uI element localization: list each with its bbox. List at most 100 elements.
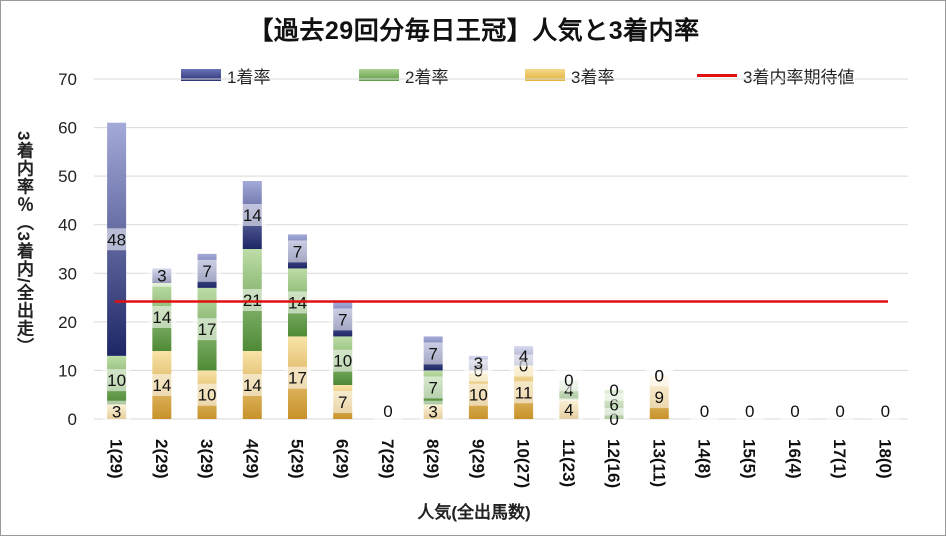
y-tick-label: 30 [58, 264, 77, 283]
data-label: 7 [202, 262, 211, 281]
data-label-bg [102, 228, 131, 251]
data-label-bg [328, 349, 357, 372]
x-tick-label: 5(29) [288, 439, 307, 479]
data-label: 14 [288, 293, 307, 312]
data-label-bg [419, 376, 448, 399]
x-tick-label: 6(29) [333, 439, 352, 479]
data-label: 14 [152, 308, 171, 327]
data-label-bg [283, 366, 312, 389]
x-tick-label: 17(1) [830, 439, 849, 479]
y-axis-label: 3着内率％（3着内/全出走） [14, 131, 33, 356]
x-tick-label: 4(29) [242, 439, 261, 479]
data-label: 3 [112, 403, 121, 422]
data-label-bg [645, 364, 674, 387]
y-tick-label: 0 [68, 410, 77, 429]
data-label: 0 [655, 366, 664, 385]
x-tick-label: 12(16) [604, 439, 623, 488]
y-tick-label: 40 [58, 216, 77, 235]
data-label-bg [147, 264, 176, 287]
y-tick-label: 70 [58, 70, 77, 89]
data-label-bg [600, 378, 629, 401]
data-label: 0 [609, 381, 618, 400]
data-label: 7 [293, 242, 302, 261]
data-label-bg [147, 374, 176, 396]
data-label: 0 [564, 371, 573, 390]
data-label-bg [780, 400, 809, 422]
data-label: 0 [835, 402, 844, 421]
data-label: 0 [745, 402, 754, 421]
data-label: 10 [198, 386, 217, 405]
data-label-bg [238, 374, 267, 396]
data-label-bg [373, 400, 402, 422]
legend-swatch-win-rate [181, 69, 221, 81]
data-label: 4 [519, 347, 528, 366]
data-label-bg [283, 240, 312, 263]
data-label-bg [419, 400, 448, 423]
data-label-bg [554, 398, 583, 421]
data-label-bg [193, 383, 222, 406]
x-tick-label: 1(29) [107, 439, 126, 479]
data-label: 48 [107, 230, 126, 249]
data-label: 4 [564, 400, 573, 419]
data-label: 14 [243, 376, 262, 395]
legend-label-second-rate: 2着率 [405, 67, 449, 87]
data-label-bg [193, 318, 222, 341]
data-label: 7 [338, 310, 347, 329]
data-label-bg [871, 400, 900, 422]
data-label: 17 [198, 320, 217, 339]
data-label-bg [826, 400, 855, 422]
legend-item-second-rate: 2着率 [359, 63, 448, 87]
x-tick-label: 16(4) [785, 439, 804, 479]
x-tick-label: 11(23) [559, 439, 578, 487]
data-label: 0 [700, 402, 709, 421]
data-label: 10 [333, 352, 352, 371]
x-tick-label: 15(5) [740, 439, 759, 479]
x-tick-label: 13(11) [649, 439, 668, 487]
data-label-bg [238, 204, 267, 226]
x-tick-label: 10(27) [514, 439, 533, 488]
data-label-bg [554, 369, 583, 392]
legend-swatch-third-rate [525, 69, 565, 81]
x-tick-label: 14(8) [695, 439, 714, 479]
legend: 1着率 2着率 3着率 3着内率期待値 [181, 63, 901, 87]
legend-swatch-second-rate [359, 69, 399, 81]
data-label: 0 [609, 410, 618, 429]
x-tick-label: 2(29) [152, 439, 171, 479]
data-label: 0 [383, 402, 392, 421]
data-label: 11 [515, 383, 533, 402]
data-label: 7 [338, 393, 347, 412]
y-tick-label: 10 [58, 361, 77, 380]
data-label-bg [102, 400, 131, 423]
data-label-bg [238, 289, 267, 311]
x-tick-label: 8(29) [423, 439, 442, 479]
data-label-bg [328, 391, 357, 413]
legend-label-win-rate: 1着率 [227, 67, 271, 87]
y-tick-label: 50 [58, 167, 77, 186]
data-label: 3 [474, 354, 483, 373]
legend-label-third-rate: 3着率 [571, 67, 615, 87]
data-label-bg [690, 400, 719, 422]
x-tick-label: 3(29) [197, 439, 216, 479]
data-label: 9 [655, 388, 664, 407]
data-label: 7 [428, 344, 437, 363]
chart-title: 【過去29回分毎日王冠】人気と3着内率 [248, 17, 700, 45]
x-tick-label: 18(0) [875, 439, 894, 479]
data-label: 0 [881, 402, 890, 421]
y-tick-label: 60 [58, 119, 77, 138]
data-label: 10 [107, 371, 126, 390]
data-label: 0 [790, 402, 799, 421]
legend-label-expected-rate: 3着内率期待値 [743, 67, 855, 87]
data-label: 6 [609, 395, 618, 414]
data-label-bg [645, 386, 674, 409]
x-tick-label: 7(29) [378, 439, 397, 479]
data-label-bg [419, 342, 448, 365]
data-label-bg [464, 383, 493, 406]
y-tick-label: 20 [58, 313, 77, 332]
data-label-bg [509, 381, 538, 404]
x-axis-label: 人気(全出馬数) [417, 503, 531, 522]
data-label: 14 [152, 376, 171, 395]
data-label: 10 [469, 386, 488, 405]
data-label: 14 [243, 206, 262, 225]
